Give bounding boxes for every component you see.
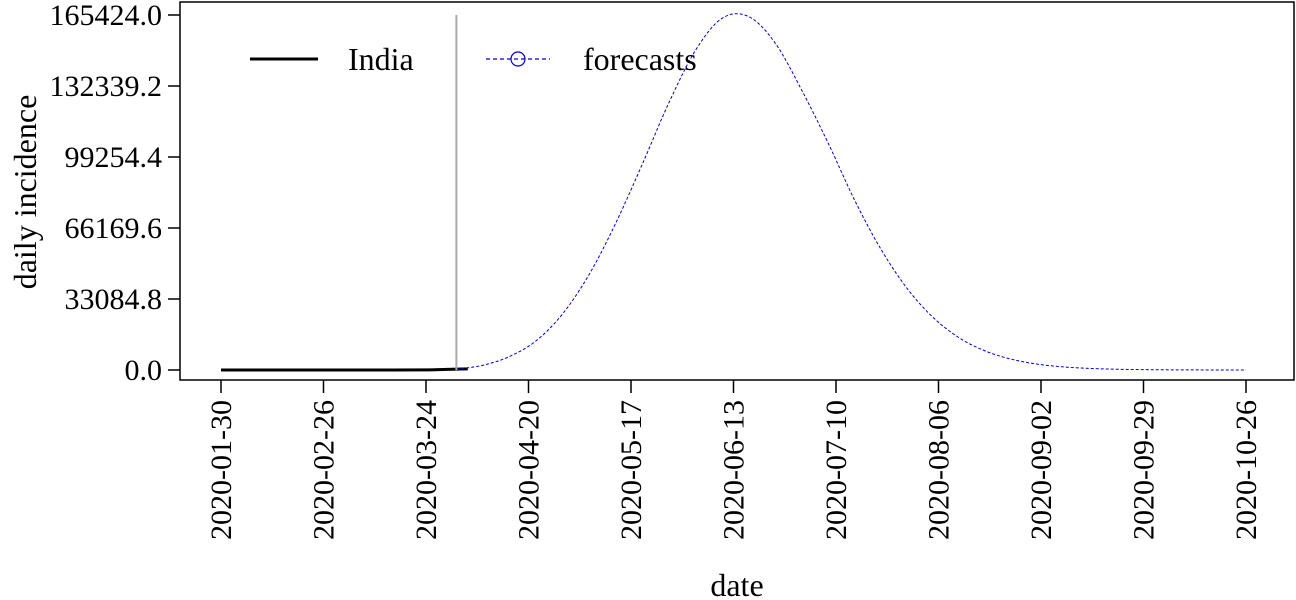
x-tick-label: 2020-09-02 <box>1025 400 1058 540</box>
y-tick-label: 66169.6 <box>65 212 163 245</box>
x-tick-label: 2020-03-24 <box>410 400 443 540</box>
y-tick-label: 165424.0 <box>50 0 163 32</box>
x-tick-label: 2020-01-30 <box>205 400 238 540</box>
legend: India forecasts <box>250 41 697 77</box>
y-tick-label: 132339.2 <box>50 70 163 103</box>
x-tick-label: 2020-08-06 <box>923 400 956 540</box>
y-axis-label: daily incidence <box>7 95 43 290</box>
legend-forecasts-label: forecasts <box>583 41 697 77</box>
x-tick-label: 2020-05-17 <box>615 400 648 540</box>
x-tick-label: 2020-07-10 <box>820 400 853 540</box>
legend-forecasts-marker <box>510 51 526 67</box>
series-line-india <box>221 367 468 372</box>
legend-india-label: India <box>348 41 414 77</box>
plot-frame <box>179 1 1295 381</box>
x-tick-label: 2020-10-26 <box>1230 400 1263 540</box>
series-line-forecasts <box>456 13 1247 371</box>
y-tick-label: 99254.4 <box>65 141 163 174</box>
y-tick-label: 0.0 <box>125 354 163 387</box>
x-tick-label: 2020-09-29 <box>1128 400 1161 540</box>
x-tick-label: 2020-04-20 <box>513 400 546 540</box>
axis-ticks: 0.0 33084.8 66169.6 99254.4 132339.2 165424.0… <box>50 0 1264 540</box>
x-axis-label: date <box>710 567 763 600</box>
x-tick-label: 2020-02-26 <box>308 400 341 540</box>
x-tick-label: 2020-06-13 <box>718 400 751 540</box>
y-tick-label: 33084.8 <box>65 283 163 316</box>
